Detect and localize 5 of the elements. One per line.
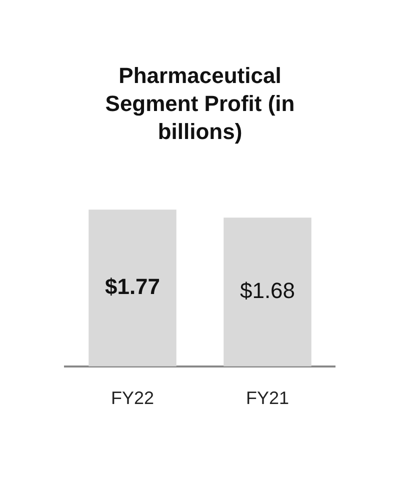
data-label: $1.77 <box>104 274 160 300</box>
chart-title: Pharmaceutical Segment Profit (in billions) <box>104 62 296 146</box>
x-tick-label: FY22 <box>110 388 154 408</box>
data-label: $1.68 <box>240 278 296 304</box>
x-tick-label: FY21 <box>246 388 290 408</box>
